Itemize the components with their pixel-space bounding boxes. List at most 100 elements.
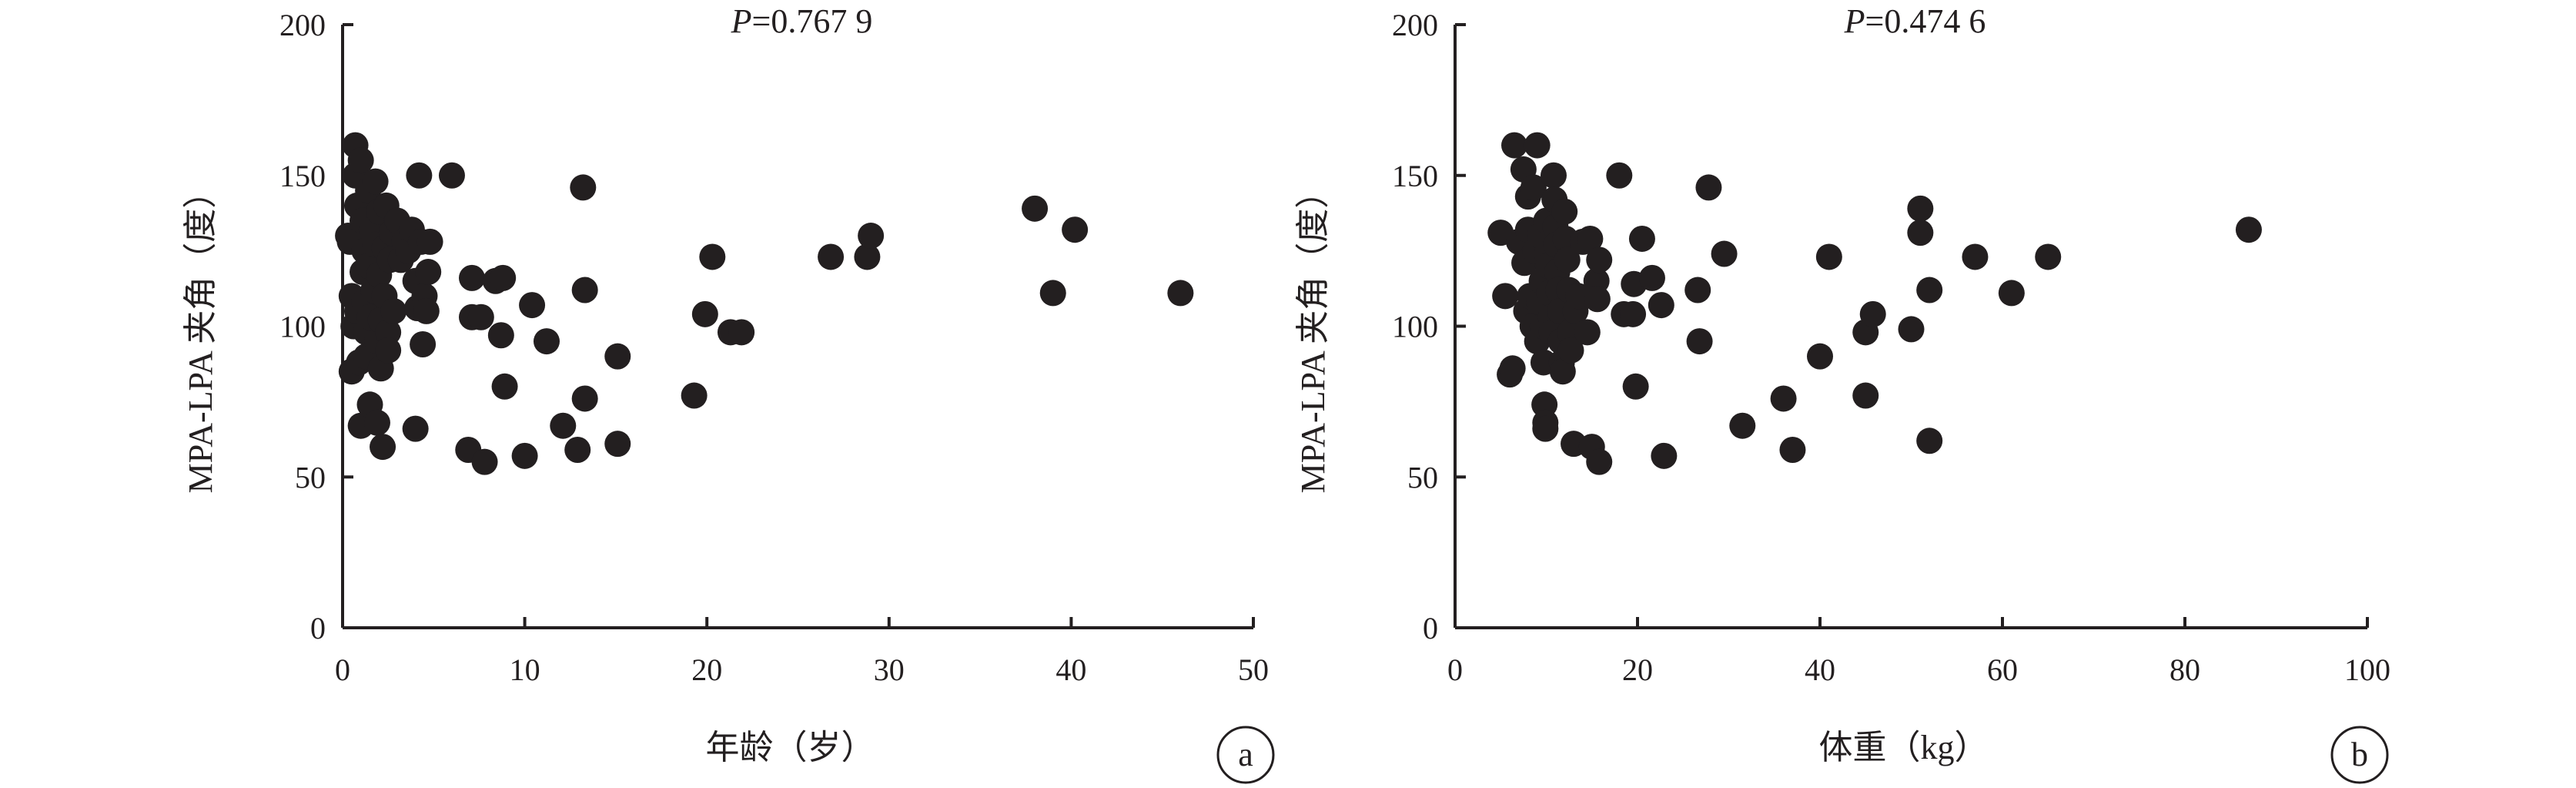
x-tick-label: 0 (1447, 652, 1463, 687)
scatter-point (1549, 358, 1576, 385)
scatter-point (362, 168, 389, 195)
scatter-point (417, 228, 443, 255)
scatter-point (1551, 198, 1578, 225)
scatter-point (1501, 132, 1528, 159)
scatter-point (511, 442, 538, 469)
scatter-point (1807, 343, 1833, 370)
p-value-text: =0.767 9 (752, 2, 873, 40)
scatter-point (490, 264, 517, 291)
scatter-point (1898, 316, 1925, 343)
x-tick-label: 80 (2170, 652, 2200, 687)
y-axis-title: MPA-LPA 夹角（度） (182, 175, 219, 494)
scatter-point (402, 415, 429, 442)
x-tick-label: 100 (2344, 652, 2390, 687)
y-tick-label: 50 (295, 460, 326, 495)
x-tick-label: 0 (335, 652, 350, 687)
x-tick-label: 20 (691, 652, 722, 687)
scatter-point (370, 434, 396, 461)
panel-badge: b (2330, 726, 2389, 784)
scatter-point (410, 330, 437, 357)
panel-badge: a (1216, 726, 1275, 784)
scatter-point (1557, 337, 1584, 364)
y-tick-label: 200 (1392, 8, 1438, 42)
scatter-point (1524, 132, 1551, 159)
scatter-point (1499, 355, 1526, 382)
scatter-point (519, 292, 546, 319)
scatter-point (604, 431, 631, 458)
y-tick-label: 0 (310, 611, 326, 645)
scatter-point (1651, 442, 1678, 469)
scatter-point (458, 264, 485, 291)
scatter-point (1815, 243, 1842, 270)
scatter-point (854, 243, 881, 270)
scatter-point (1520, 174, 1547, 201)
y-tick-label: 200 (279, 8, 326, 42)
scatter-point (1962, 243, 1989, 270)
scatter-point (1022, 195, 1049, 222)
scatter-point (1770, 385, 1797, 412)
scatter-point (1684, 277, 1711, 303)
scatter-point (1907, 220, 1934, 246)
p-value-annotation: P=0.474 6 (1844, 2, 1986, 40)
scatter-point (1648, 292, 1674, 319)
y-tick-label: 50 (1407, 460, 1438, 495)
scatter-point (818, 243, 845, 270)
panel-badge-label: b (2351, 736, 2368, 773)
scatter-point (858, 223, 885, 250)
scatter-point (699, 243, 726, 270)
scatter-point (363, 409, 390, 436)
scatter-point (570, 174, 597, 201)
panel-b-scatter: 0 50 100 150 200 0 20 40 60 80 100 体重（kg） MPA-LPA 夹角… (1294, 2, 2390, 784)
y-tick-label: 0 (1423, 611, 1438, 645)
scatter-point (1998, 280, 2025, 307)
scatter-point (1628, 225, 1655, 252)
scatter-point (487, 322, 514, 349)
x-tick-label: 60 (1987, 652, 2018, 687)
panel-a-scatter: 0 50 100 150 200 0 10 20 30 40 50 年龄（岁） MPA-LPA 夹角（度… (182, 2, 1275, 784)
scatter-point (375, 337, 402, 364)
x-tick-label: 30 (874, 652, 905, 687)
scatter-point (571, 385, 598, 412)
scatter-point (1916, 277, 1943, 303)
y-tick-label: 150 (279, 159, 326, 193)
scatter-point (1586, 448, 1613, 475)
p-value-annotation: P=0.767 9 (731, 2, 873, 40)
scatter-point (1907, 195, 1934, 222)
scatter-point (2035, 243, 2062, 270)
scatter-point (691, 300, 718, 327)
scatter-point (375, 319, 402, 346)
scatter-point (471, 448, 498, 475)
scatter-point (1062, 216, 1089, 243)
scatter-point (1686, 328, 1713, 355)
scatter-point (1574, 319, 1601, 346)
scatter-point (1492, 283, 1519, 310)
x-tick-label: 40 (1805, 652, 1835, 687)
scatter-point (406, 162, 433, 189)
scatter-point (1638, 264, 1665, 291)
x-tick-label: 10 (510, 652, 540, 687)
scatter-point (438, 162, 465, 189)
p-value-symbol: P (1844, 2, 1865, 40)
scatter-point (1620, 300, 1647, 327)
scatter-point (728, 319, 755, 346)
y-axis-title: MPA-LPA 夹角（度） (1294, 175, 1332, 494)
p-value-symbol: P (731, 2, 752, 40)
scatter-point (1779, 437, 1806, 464)
scatter-point (1577, 225, 1604, 252)
scatter-point (681, 382, 708, 409)
scatter-point (1622, 373, 1649, 400)
x-axis-title: 体重（kg） (1819, 729, 1989, 766)
scatter-point (1586, 246, 1613, 273)
x-axis-title: 年龄（岁） (706, 729, 875, 766)
data-points (335, 132, 1194, 475)
scatter-point (1039, 280, 1066, 307)
scatter-point (467, 303, 494, 330)
scatter-point (1729, 412, 1756, 439)
scatter-point (1711, 240, 1738, 267)
scatter-point (1695, 174, 1722, 201)
scatter-point (533, 328, 560, 355)
panel-badge-label: a (1238, 736, 1253, 773)
scatter-point (380, 297, 407, 324)
scatter-point (1859, 300, 1886, 327)
